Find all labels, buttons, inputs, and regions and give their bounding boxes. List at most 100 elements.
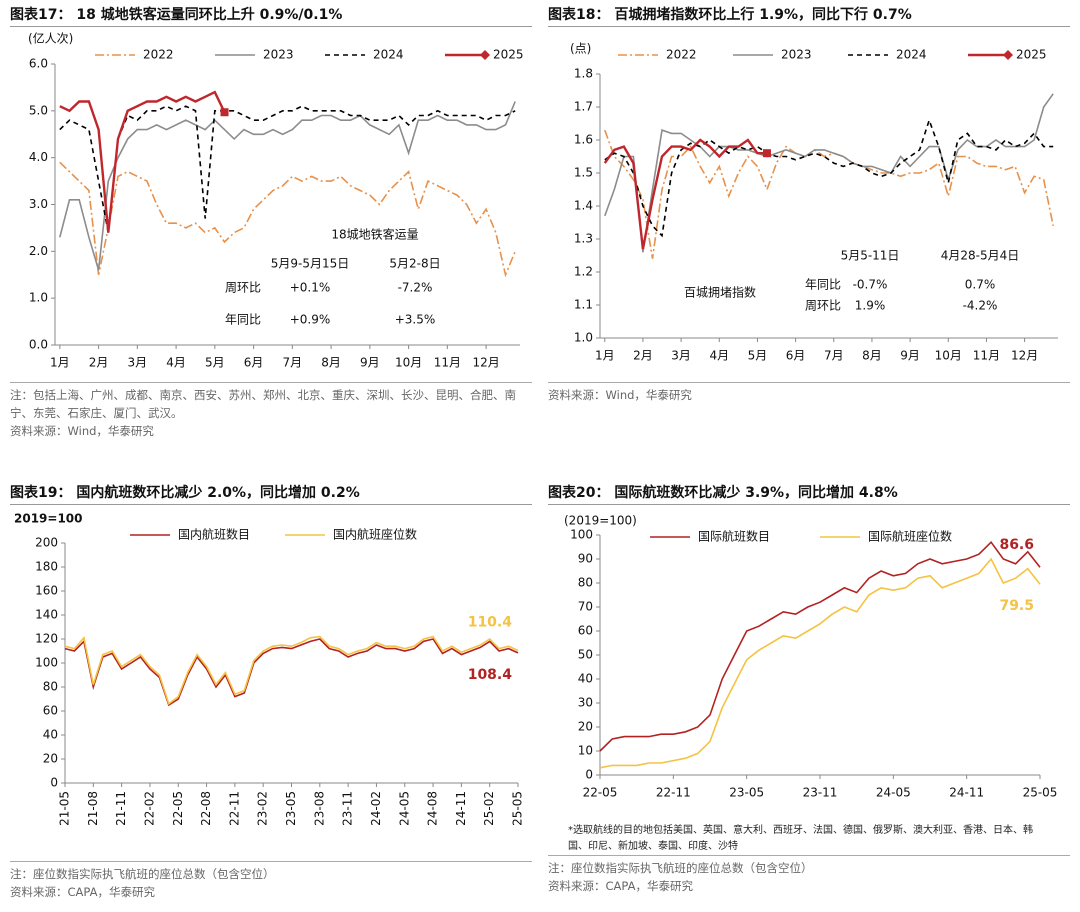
series-line: [599, 557, 1041, 769]
series-line: [604, 129, 1054, 259]
y-tick-label: 120: [35, 632, 58, 646]
y-tick-label: 80: [43, 680, 58, 694]
x-tick-label: 22-11: [227, 791, 241, 826]
y-tick-label: 0: [50, 776, 58, 790]
x-tick-label: 23-11: [341, 791, 355, 826]
x-tick-label: 11月: [973, 349, 1000, 363]
notes: 注：包括上海、广州、成都、南京、西安、苏州、郑州、北京、重庆、深圳、长沙、昆明、…: [10, 382, 532, 440]
axis-unit: (点): [570, 42, 591, 56]
end-marker: [762, 149, 771, 158]
note: 注：座位数指实际执飞航班的座位总数（包含空位）: [10, 867, 275, 881]
series-line: [64, 638, 519, 707]
x-tick-label: 1月: [50, 356, 70, 370]
legend-label: 2024: [896, 48, 927, 62]
table-row-label: 年同比: [805, 278, 841, 292]
x-tick-label: 7月: [283, 356, 303, 370]
x-tick-label: 22-11: [656, 786, 691, 800]
panel: 图表17： 18 城地铁客运量同环比上升 0.9%/0.1% (亿人次) 0.0 1…: [10, 4, 532, 440]
table-row-label: 周环比: [805, 299, 841, 313]
y-tick-label: 80: [578, 576, 593, 590]
y-tick-label: 90: [578, 552, 593, 566]
y-tick-label: 140: [35, 608, 58, 622]
y-tick-label: 20: [578, 720, 593, 734]
y-tick-label: 2.0: [29, 244, 48, 258]
x-tick-label: 4月: [166, 356, 186, 370]
y-tick-label: 1.1: [574, 298, 593, 312]
chart: (点) 1.0 1.1 1.2 1.3 1.4 1.5 1.6 1.7 1.8 1月 2月 3月 4月 5月…: [570, 42, 1058, 363]
series-line: [59, 105, 516, 233]
x-tick-label: 6月: [786, 349, 806, 363]
table-cell: -7.2%: [398, 281, 433, 295]
x-tick-label: 5月: [748, 349, 768, 363]
table-cell: +3.5%: [395, 313, 436, 327]
chart: (亿人次) 0.0 1.0 2.0 3.0 4.0 5.0 6.0 1月 2月 3月 4月 5月 6月 7月…: [28, 31, 524, 370]
legend-label: 国际航班座位数: [868, 529, 952, 544]
y-tick-label: 1.6: [574, 133, 593, 147]
x-tick-label: 23-02: [256, 791, 270, 826]
table-cell: +0.1%: [290, 281, 331, 295]
source: 资料来源：CAPA，华泰研究: [548, 879, 693, 893]
x-tick-label: 10月: [395, 356, 422, 370]
y-tick-label: 100: [570, 528, 593, 542]
y-tick-label: 3.0: [29, 197, 48, 211]
notes: 注：座位数指实际执飞航班的座位总数（包含空位） 资料来源：CAPA，华泰研究: [548, 855, 1070, 895]
source: 资料来源：Wind，华泰研究: [10, 424, 154, 438]
x-tick-label: 1月: [595, 349, 615, 363]
footnote: *选取航线的目的地包括美国、英国、意大利、西班牙、法国、德国、俄罗斯、澳大利亚、…: [568, 825, 1033, 852]
x-tick-label: 22-02: [142, 791, 156, 826]
chart-title: 图表20： 国际航班数环比减少 3.9%，同比增加 4.8%: [548, 482, 1070, 505]
legend-label: 2023: [263, 48, 294, 62]
chart-title: 图表19： 国内航班数环比减少 2.0%，同比增加 0.2%: [10, 482, 532, 505]
y-tick-label: 1.0: [29, 291, 48, 305]
notes: 资料来源：Wind，华泰研究: [548, 382, 1070, 404]
y-tick-label: 60: [578, 624, 593, 638]
y-tick-label: 200: [35, 536, 58, 550]
y-tick-label: 1.8: [574, 67, 593, 81]
x-tick-label: 23-05: [729, 786, 764, 800]
chart: (2019=100) 0 10 20 30 40 50 60 70 80 90 100 22-05 22-…: [564, 514, 1057, 800]
x-tick-label: 9月: [360, 356, 380, 370]
axis-unit: (2019=100): [564, 514, 637, 528]
legend-label: 2024: [373, 48, 404, 62]
table-title: 百城拥堵指数: [684, 285, 756, 300]
y-tick-label: 160: [35, 584, 58, 598]
end-marker: [220, 108, 229, 117]
x-tick-label: 12月: [472, 356, 499, 370]
table-cell: -4.2%: [963, 299, 998, 313]
y-tick-label: 0.0: [29, 338, 48, 352]
y-tick-label: 1.0: [574, 331, 593, 345]
x-tick-label: 24-02: [369, 791, 383, 826]
table-row-label: 周环比: [225, 281, 261, 295]
table-cell: 1.9%: [855, 299, 886, 313]
table-cell: +0.9%: [290, 313, 331, 327]
x-tick-label: 3月: [128, 356, 148, 370]
series-line: [64, 635, 519, 706]
x-tick-label: 21-08: [86, 791, 100, 826]
y-tick-label: 1.5: [574, 166, 593, 180]
x-tick-label: 23-05: [284, 791, 298, 826]
y-tick-label: 40: [43, 728, 58, 742]
legend-marker: [480, 50, 490, 60]
value-label: 108.4: [468, 667, 513, 683]
table-row-label: 年同比: [225, 313, 261, 327]
series-line: [599, 540, 1041, 752]
x-tick-label: 24-05: [876, 786, 911, 800]
x-tick-label: 23-11: [803, 786, 838, 800]
series-line: [59, 90, 226, 233]
legend-marker: [1003, 50, 1013, 60]
x-tick-label: 21-11: [114, 791, 128, 826]
y-tick-label: 1.3: [574, 232, 593, 246]
y-tick-label: 40: [578, 672, 593, 686]
chart-title: 图表18： 百城拥堵指数环比上行 1.9%，同比下行 0.7%: [548, 4, 1070, 27]
x-tick-label: 5月: [205, 356, 225, 370]
panel: 图表19： 国内航班数环比减少 2.0%，同比增加 0.2% 2019=100 0…: [10, 482, 532, 901]
x-tick-label: 10月: [935, 349, 962, 363]
legend-label: 2025: [1016, 48, 1047, 62]
x-tick-label: 2月: [89, 356, 109, 370]
x-tick-label: 2月: [633, 349, 653, 363]
panel: 图表18： 百城拥堵指数环比上行 1.9%，同比下行 0.7% (点) 1.0 1.…: [548, 4, 1070, 404]
note: 注：座位数指实际执飞航班的座位总数（包含空位）: [548, 861, 813, 875]
x-tick-label: 4月: [709, 349, 729, 363]
legend-label: 2025: [493, 48, 524, 62]
